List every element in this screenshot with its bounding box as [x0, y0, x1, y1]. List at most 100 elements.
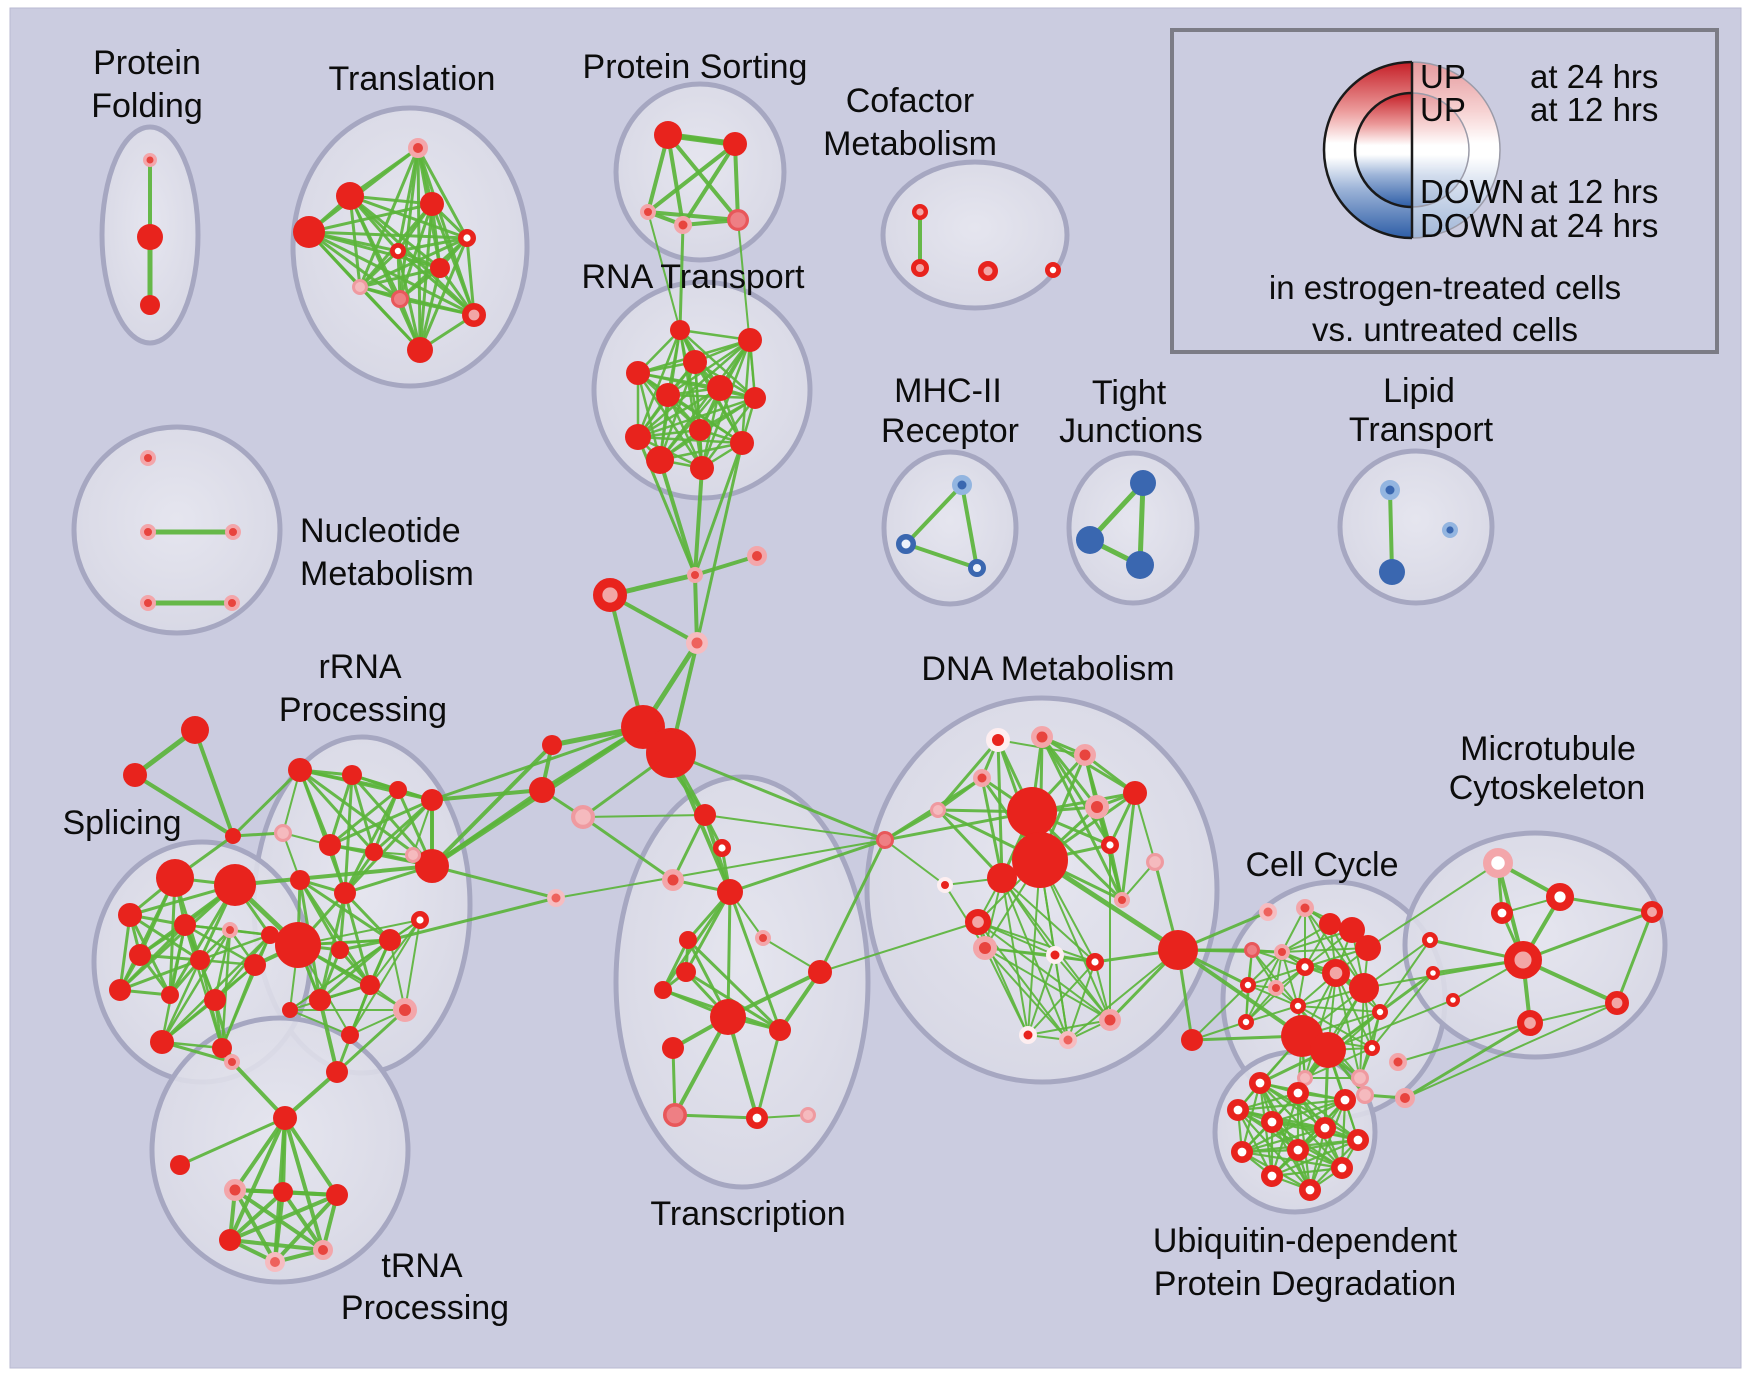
node-dm4: [973, 769, 991, 787]
edge: [977, 921, 1111, 1021]
node-rt10: [646, 446, 674, 474]
node-dm16: [1114, 892, 1130, 908]
node-nm5: [224, 595, 240, 611]
node-m2: [1491, 901, 1514, 924]
edge: [904, 542, 979, 570]
edge: [666, 133, 685, 227]
cluster-label-lipid-transport: Transport: [1349, 411, 1494, 449]
edge: [168, 883, 237, 997]
node-rr18: [341, 1026, 359, 1044]
cluster-label-cofactor-metabolism: Cofactor: [846, 82, 975, 120]
edge: [160, 928, 232, 1044]
node-cc12: [1240, 977, 1257, 994]
edge: [404, 919, 421, 1011]
node-tx15: [800, 1107, 816, 1123]
edge: [307, 202, 434, 234]
edge: [904, 483, 964, 546]
node-u7: [1231, 1141, 1254, 1164]
cluster-bubble-trna-processing: [149, 1015, 411, 1285]
edge: [1363, 959, 1524, 989]
node-lp3: [1441, 522, 1458, 539]
node-g3: [547, 889, 565, 907]
edge: [728, 890, 782, 1032]
edge: [737, 219, 756, 399]
node-tx5: [755, 930, 771, 946]
node-mh3: [967, 558, 986, 577]
edge: [1270, 1138, 1360, 1178]
node-rr12: [331, 941, 349, 959]
node-u6: [1314, 1117, 1337, 1140]
edge: [695, 441, 744, 645]
node-tx3: [662, 869, 684, 891]
edge: [977, 921, 1056, 956]
edge: [230, 1060, 287, 1120]
edge: [228, 1193, 339, 1242]
cluster-label-dna-metabolism: DNA Metabolism: [921, 650, 1174, 688]
cluster-label-tight-junctions: Junctions: [1059, 412, 1203, 450]
node-g0: [542, 735, 562, 755]
edge: [704, 814, 886, 841]
edge: [348, 194, 469, 240]
edge: [1040, 735, 1124, 902]
edge: [1379, 939, 1431, 1013]
node-rt6: [744, 387, 766, 409]
cluster-label-rna-transport: RNA Transport: [582, 258, 806, 296]
edge: [343, 788, 400, 895]
node-ps4: [674, 216, 692, 234]
cluster-label-cofactor-metabolism: Metabolism: [823, 125, 997, 163]
edge: [328, 788, 400, 847]
node-sp11: [161, 986, 179, 1004]
node-w2: [1445, 992, 1460, 1007]
edge: [178, 1116, 287, 1167]
edge: [1270, 1166, 1344, 1178]
node-tn1: [224, 1179, 246, 1201]
edge: [398, 297, 476, 317]
node-dm19: [1059, 1031, 1077, 1049]
cluster-label-rrna-processing: rRNA: [318, 648, 401, 686]
legend-time-label-0: at 24 hrs: [1530, 58, 1658, 95]
edge: [160, 1040, 234, 1064]
edge: [430, 202, 476, 317]
node-nm1: [140, 450, 156, 466]
edge: [1247, 966, 1306, 986]
node-sp8: [190, 950, 210, 970]
node-sp14: [212, 1038, 232, 1058]
edge: [289, 1009, 351, 1036]
legend-direction-label-3: DOWN: [1420, 207, 1524, 244]
edge: [418, 266, 442, 352]
edge: [673, 1113, 759, 1120]
cluster-label-splicing: Splicing: [62, 804, 181, 842]
edge: [658, 386, 722, 462]
node-dm3: [1074, 744, 1096, 766]
node-dm12: [937, 877, 953, 893]
edge: [1404, 1002, 1618, 1099]
edge: [388, 896, 558, 942]
edge: [160, 923, 187, 1044]
edge: [1027, 961, 1096, 1036]
edge: [233, 1188, 277, 1264]
edge: [416, 146, 469, 240]
edge: [318, 998, 339, 1074]
node-br1: [876, 831, 894, 849]
node-g2: [570, 804, 595, 829]
edge: [1001, 877, 1096, 963]
node-tx11: [662, 1037, 684, 1059]
edge: [693, 360, 744, 445]
edge: [307, 230, 402, 301]
node-dm17: [1145, 853, 1164, 872]
node-rr11: [275, 922, 321, 968]
edge: [636, 396, 757, 439]
node-ps3: [640, 204, 656, 220]
node-cc20: [1297, 1070, 1313, 1086]
cluster-bubble-tight-junctions: [1066, 450, 1200, 606]
node-u4: [1227, 1099, 1250, 1122]
node-dm10: [1123, 781, 1147, 805]
node-sp13: [150, 1030, 174, 1054]
edge: [1001, 877, 1069, 1041]
edge: [1240, 1150, 1344, 1170]
node-tn6: [265, 1252, 285, 1272]
edge: [666, 133, 740, 222]
node-ch1: [747, 546, 767, 566]
legend-footer-line-0: in estrogen-treated cells: [1269, 269, 1621, 306]
node-tn2: [273, 1182, 293, 1202]
